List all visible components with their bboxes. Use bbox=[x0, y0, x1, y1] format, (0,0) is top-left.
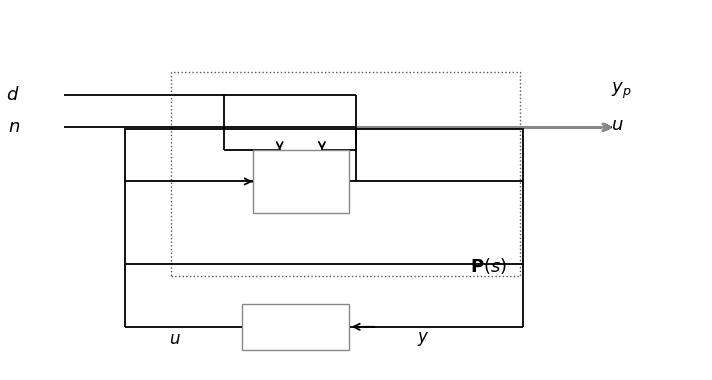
Text: $u$: $u$ bbox=[169, 330, 180, 348]
Bar bbox=[253, 150, 349, 213]
Text: $u$: $u$ bbox=[611, 116, 624, 134]
Text: $K(s)$: $K(s)$ bbox=[278, 317, 313, 337]
Text: $G(s)$: $G(s)$ bbox=[278, 172, 316, 192]
Text: $\mathbf{P}(s)$: $\mathbf{P}(s)$ bbox=[470, 256, 507, 276]
Text: $y_p$: $y_p$ bbox=[611, 80, 632, 101]
Text: $n$: $n$ bbox=[8, 118, 20, 136]
Text: $y$: $y$ bbox=[417, 330, 430, 348]
Bar bbox=[125, 129, 523, 264]
Bar bbox=[171, 72, 520, 276]
Bar bbox=[242, 304, 349, 350]
Text: $d$: $d$ bbox=[6, 86, 20, 104]
